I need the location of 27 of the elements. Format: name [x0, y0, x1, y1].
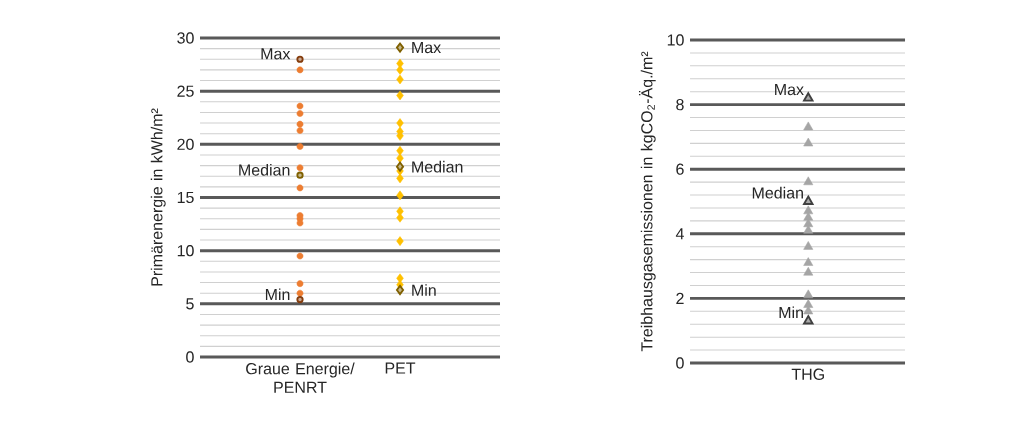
y-tick-label: 5 [186, 298, 194, 310]
y-tick-label: 8 [676, 98, 684, 111]
y-tick-label: 2 [676, 292, 684, 304]
annotation: Max [412, 42, 441, 54]
annotation: Median [412, 160, 463, 173]
y-tick-label: 10 [177, 245, 194, 257]
annotation: Min [779, 306, 803, 319]
y-tick-label: 0 [186, 351, 194, 363]
x-tick-label: PET [385, 362, 416, 374]
y-axis-title: Primärenergie in kWh/m² [150, 108, 166, 286]
y-tick-label: 4 [675, 228, 684, 240]
annotation: Min [412, 284, 436, 296]
x-tick-label: THG [791, 368, 824, 380]
annotation: Median [239, 163, 290, 176]
y-tick-label: 30 [177, 32, 194, 44]
y-tick-label: 0 [676, 357, 684, 369]
y-axis-title: Treibhausgasemissionen in kgCO$_{2}$-Äq./m² [638, 51, 656, 352]
y-tick-label: 6 [676, 163, 684, 175]
x-tick-label: Graue Energie/ PENRT [246, 362, 355, 393]
annotation: Max [775, 84, 804, 96]
y-tick-label: 10 [667, 34, 684, 46]
y-tick-label: 15 [177, 191, 194, 204]
annotation: Median [752, 186, 803, 199]
annotation: Min [265, 288, 290, 301]
y-tick-label: 25 [177, 85, 194, 97]
y-tick-label: 20 [177, 138, 194, 150]
annotation: Max [261, 48, 291, 60]
